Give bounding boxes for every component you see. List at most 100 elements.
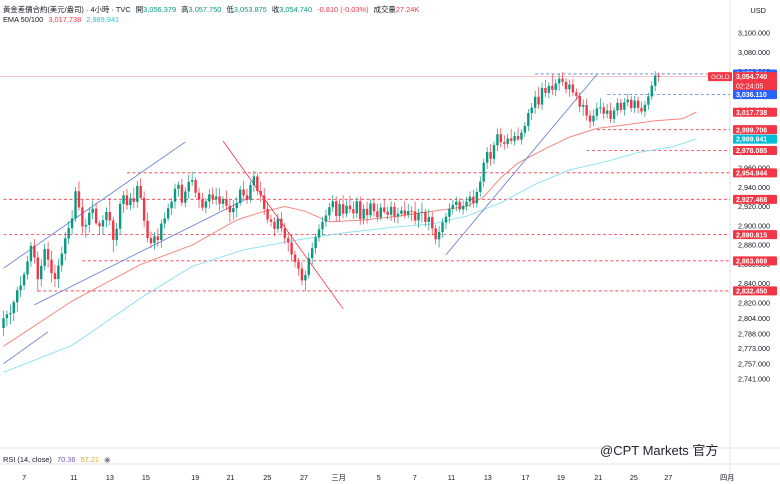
x-tick-label: 13 xyxy=(106,473,114,482)
countdown-label: 02:24:05 xyxy=(736,84,763,91)
price-tag xyxy=(733,146,777,156)
candle-body xyxy=(629,99,633,109)
currency-label: USD xyxy=(750,6,766,15)
y-tick-label: 2,757.000 xyxy=(738,359,770,368)
legend-header: 黃金差價合約(美元/盎司) · 4小時 · TVC 開3,056.379 高3,… xyxy=(3,4,422,15)
rsi-ma-value: 57.21 xyxy=(80,455,100,464)
candle-body xyxy=(105,212,108,221)
ema-100-line xyxy=(3,138,697,373)
candle-body xyxy=(554,83,557,90)
candle-body xyxy=(571,84,575,93)
candle-body xyxy=(564,81,568,90)
volume-label: 成交量 xyxy=(373,5,396,14)
candle-body xyxy=(485,152,489,163)
candle-body xyxy=(393,206,396,217)
candle-body xyxy=(74,191,77,219)
y-tick-label: 2,900.000 xyxy=(738,221,770,230)
candle-body xyxy=(513,136,516,141)
open-label: 開 xyxy=(135,5,144,14)
candle-body xyxy=(29,245,33,262)
candle-body xyxy=(94,208,98,224)
candle-body xyxy=(276,218,280,229)
candle-body xyxy=(647,96,650,105)
candle-body xyxy=(581,105,585,107)
price-tag xyxy=(733,134,777,144)
candle-body xyxy=(455,201,458,205)
x-tick-label: 三月 xyxy=(331,473,345,482)
candle-body xyxy=(245,195,249,200)
candle-body xyxy=(208,194,211,202)
candle-body xyxy=(160,223,163,241)
candle-body xyxy=(269,219,273,222)
candle-body xyxy=(57,265,60,280)
price-tag-label: 3,017.738 xyxy=(736,110,767,117)
candle-body xyxy=(12,302,15,314)
candle-body xyxy=(242,189,245,196)
candle-body xyxy=(588,115,592,122)
candle-body xyxy=(204,201,208,208)
candle-body xyxy=(386,211,389,215)
candle-body xyxy=(496,134,499,146)
candle-body xyxy=(201,199,204,208)
close-label: 收 xyxy=(271,5,280,14)
candle-body xyxy=(403,210,407,215)
candle-body xyxy=(9,313,12,315)
candle-body xyxy=(657,75,660,77)
y-tick-label: 3,100.000 xyxy=(738,29,770,38)
candle-body xyxy=(64,238,67,254)
candle-body xyxy=(352,209,355,214)
x-tick-label: 19 xyxy=(557,473,565,482)
price-tag-label: 2,863.669 xyxy=(736,258,767,265)
candle-body xyxy=(67,228,70,239)
trendline xyxy=(34,196,251,306)
candle-body xyxy=(427,217,431,222)
change-value: -0.810 (-0.03%) xyxy=(317,5,369,14)
x-tick-label: 27 xyxy=(300,473,308,482)
price-tag xyxy=(733,90,777,100)
candle-body xyxy=(431,217,434,229)
candle-body xyxy=(283,228,286,239)
candle-body xyxy=(448,208,451,217)
candle-body xyxy=(479,181,482,192)
rsi-eye-icon[interactable]: ◉ xyxy=(104,455,111,464)
candle-body xyxy=(557,78,561,84)
price-tag xyxy=(733,72,777,92)
volume-value: 27.24K xyxy=(395,5,420,14)
candle-body xyxy=(170,201,173,209)
low-label: 低 xyxy=(226,5,234,14)
candle-body xyxy=(321,221,324,230)
candle-body xyxy=(489,152,492,159)
price-tag-label: 2,989.941 xyxy=(736,137,767,144)
x-tick-label: 19 xyxy=(191,473,199,482)
candle-body xyxy=(492,145,496,159)
candle-body xyxy=(609,110,612,119)
candle-body xyxy=(108,212,112,221)
candle-body xyxy=(650,85,653,97)
candle-body xyxy=(341,204,345,214)
candle-body xyxy=(499,134,503,143)
price-tag xyxy=(733,125,777,135)
candle-body xyxy=(605,110,609,114)
candle-body xyxy=(36,257,39,280)
candles xyxy=(2,71,660,336)
candle-body xyxy=(335,201,338,216)
price-tag-label: 2,978.085 xyxy=(736,148,767,155)
x-tick-label: 25 xyxy=(263,473,271,482)
candle-body xyxy=(221,199,225,204)
candle-body xyxy=(187,181,190,192)
rsi-legend[interactable]: RSI (14, close) 70.36 57.21 ◉ xyxy=(3,455,114,464)
candle-body xyxy=(311,248,314,259)
symbol-tag-label: GOLD xyxy=(711,74,730,81)
x-axis[interactable]: 7 11 13 15 19 21 25 27 三月 5 7 11 13 17 19 21 25 27 四月 xyxy=(22,473,734,482)
candle-body xyxy=(166,208,170,219)
candle-body xyxy=(506,138,509,144)
ema-legend[interactable]: EMA 50/100 3,017.738 2,989.941 xyxy=(3,15,122,24)
candle-body xyxy=(115,228,118,240)
candle-body xyxy=(458,201,461,210)
ema50-value: 3,017.738 xyxy=(48,15,82,24)
candle-body xyxy=(290,242,293,255)
x-tick-label: 7 xyxy=(413,473,417,482)
candle-body xyxy=(592,115,595,122)
close-value: 3,054.740 xyxy=(279,5,313,14)
